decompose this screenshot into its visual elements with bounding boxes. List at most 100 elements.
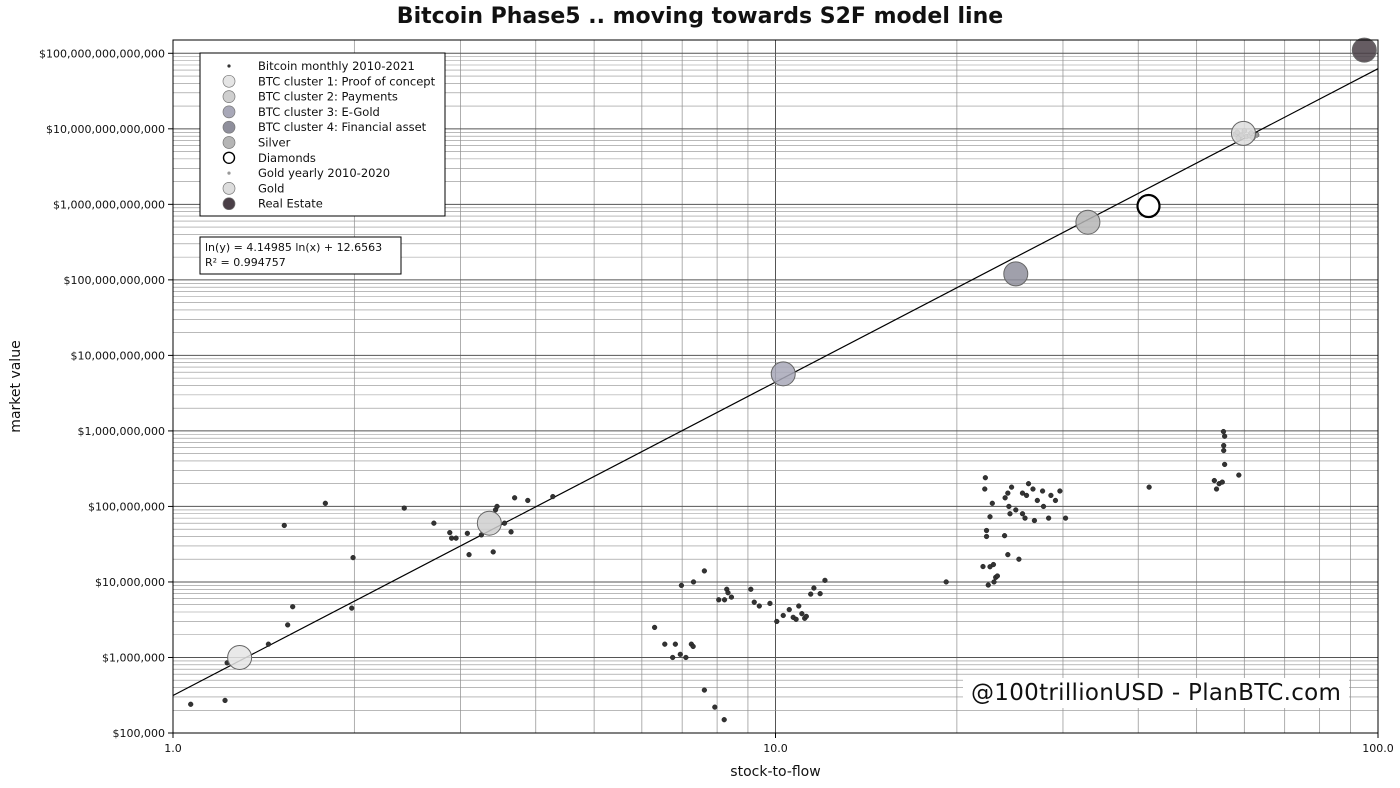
bitcoin-monthly-2010-2021-point — [1220, 428, 1227, 435]
bitcoin-monthly-2010-2021-point — [662, 641, 668, 647]
bitcoin-monthly-2010-2021-point — [1222, 433, 1228, 439]
regression-r2: R² = 0.994757 — [205, 256, 286, 269]
legend-entry: Diamonds — [258, 151, 316, 165]
x-tick-label: 100.0 — [1362, 742, 1394, 755]
bitcoin-monthly-2010-2021-point — [1236, 472, 1242, 478]
bitcoin-monthly-2010-2021-point — [725, 590, 731, 596]
bitcoin-monthly-2010-2021-point — [982, 475, 988, 481]
legend-entry: Gold — [258, 181, 284, 195]
bitcoin-monthly-2010-2021-point — [285, 622, 291, 628]
bitcoin-monthly-2010-2021-point — [983, 527, 990, 534]
y-axis-label: market value — [8, 340, 24, 432]
bitcoin-monthly-2010-2021-point — [721, 717, 727, 723]
bitcoin-monthly-2010-2021-point — [989, 500, 995, 506]
bitcoin-monthly-2010-2021-point — [281, 522, 287, 529]
legend-entry: Real Estate — [258, 197, 323, 211]
bitcoin-monthly-2010-2021-point — [466, 552, 472, 558]
y-tick-label: $100,000 — [113, 727, 166, 740]
legend-marker — [222, 151, 236, 165]
bitcoin-monthly-2010-2021-point — [796, 603, 802, 609]
x-tick-label: 10.0 — [763, 742, 788, 755]
y-tick-label: $10,000,000,000 — [71, 349, 165, 362]
regression-equation: ln(y) = 4.14985 ln(x) + 12.6563 — [205, 241, 382, 254]
legend-entry: BTC cluster 2: Payments — [258, 90, 398, 104]
btc-cluster-4-financial-asset-point — [1003, 261, 1029, 287]
bitcoin-monthly-2010-2021-point — [786, 607, 792, 613]
bitcoin-monthly-2010-2021-point — [1221, 447, 1227, 454]
bitcoin-monthly-2010-2021-point — [1048, 492, 1054, 498]
bitcoin-monthly-2010-2021-point — [990, 561, 997, 568]
bitcoin-monthly-2010-2021-point — [728, 594, 735, 600]
bitcoin-monthly-2010-2021-point — [767, 600, 773, 607]
bitcoin-monthly-2010-2021-point — [811, 585, 817, 591]
legend-marker — [222, 90, 236, 103]
bitcoin-monthly-2010-2021-point — [774, 618, 780, 625]
bitcoin-monthly-2010-2021-point — [748, 586, 754, 592]
legend-marker — [222, 182, 236, 195]
bitcoin-monthly-2010-2021-point — [1025, 481, 1032, 487]
bitcoin-monthly-2010-2021-point — [780, 612, 786, 619]
axis-ticks: 1.0 10.0 100.0 $100,000 $1,000,000 $10,000,00… — [39, 47, 1394, 755]
plot-frame — [172, 39, 1379, 734]
bitcoin-monthly-2010-2021-point — [670, 654, 676, 661]
bitcoin-monthly-2010-2021-point — [1040, 503, 1047, 510]
bitcoin-monthly-2010-2021-point — [188, 701, 194, 707]
bitcoin-monthly-2010-2021-point — [803, 613, 809, 619]
bitcoin-monthly-2010-2021-point — [1039, 488, 1046, 494]
silver-point — [1075, 209, 1101, 235]
bitcoin-monthly-2010-2021-point — [1006, 503, 1012, 510]
bitcoin-monthly-2010-2021-point — [672, 641, 678, 647]
bitcoin-monthly-2010-2021-point — [808, 591, 814, 597]
btc-cluster-2-payments-point — [476, 510, 502, 536]
bitcoin-monthly-2010-2021-point — [793, 616, 799, 622]
bitcoin-monthly-2010-2021-point — [1008, 484, 1015, 490]
bitcoin-monthly-2010-2021-point — [1211, 477, 1217, 484]
legend-frame — [199, 52, 446, 217]
legend-marker — [222, 120, 236, 134]
bitcoin-monthly-2010-2021-point — [1022, 515, 1028, 521]
bitcoin-monthly-2010-2021-point — [983, 533, 990, 540]
watermark: @100trillionUSD - PlanBTC.com — [963, 678, 1350, 708]
y-tick-label: $100,000,000,000,000 — [39, 47, 165, 60]
btc-cluster-3-e-gold-point — [770, 361, 796, 387]
bitcoin-monthly-2010-2021-point — [690, 579, 697, 585]
bitcoin-monthly-2010-2021-point — [1030, 486, 1036, 492]
bitcoin-monthly-2010-2021-point — [1019, 490, 1026, 496]
legend-marker — [222, 74, 236, 88]
bitcoin-monthly-2010-2021-point — [501, 520, 508, 526]
legend-entry: BTC cluster 1: Proof of concept — [258, 74, 436, 88]
legend-marker — [227, 64, 231, 68]
regression-equation-box: ln(y) = 4.14985 ln(x) + 12.6563 R² = 0.9… — [199, 236, 402, 275]
bitcoin-monthly-2010-2021-point — [980, 563, 986, 570]
bitcoin-monthly-2010-2021-point — [464, 530, 470, 536]
legend-marker — [222, 105, 236, 119]
equation-box-frame — [199, 236, 402, 275]
bitcoin-monthly-2010-2021-point — [222, 697, 228, 704]
x-axis-label: stock-to-flow — [730, 764, 820, 780]
y-tick-label: $10,000,000,000,000 — [46, 123, 165, 136]
y-tick-label: $10,000,000 — [95, 576, 165, 589]
gold-point — [1230, 120, 1256, 146]
legend-marker — [222, 136, 236, 149]
bitcoin-monthly-2010-2021-point — [677, 651, 683, 657]
legend-entry: Bitcoin monthly 2010-2021 — [258, 59, 415, 73]
legend-marker — [222, 197, 236, 211]
diamonds-point — [1136, 193, 1161, 219]
bitcoin-monthly-2010-2021-point — [453, 535, 459, 541]
bitcoin-monthly-2010-2021-point — [1219, 479, 1225, 485]
bitcoin-monthly-2010-2021-point — [982, 486, 988, 492]
bitcoin-monthly-2010-2021-point — [265, 641, 272, 647]
bitcoin-monthly-2010-2021-point — [1019, 511, 1026, 517]
bitcoin-monthly-2010-2021-point — [985, 582, 991, 588]
bitcoin-monthly-2010-2021-point — [1005, 490, 1011, 496]
bitcoin-monthly-2010-2021-point — [991, 579, 997, 585]
bitcoin-monthly-2010-2021-point — [1023, 492, 1030, 498]
bitcoin-monthly-2010-2021-point — [994, 573, 1000, 579]
y-tick-label: $1,000,000 — [102, 651, 165, 664]
y-tick-label: $1,000,000,000,000 — [53, 198, 165, 211]
bitcoin-monthly-2010-2021-point — [817, 591, 823, 597]
bitcoin-monthly-2010-2021-point — [1046, 515, 1052, 521]
bitcoin-monthly-2010-2021-point — [350, 555, 356, 561]
bitcoin-monthly-2010-2021-point — [508, 529, 514, 535]
bitcoin-monthly-2010-2021-point — [1001, 533, 1008, 539]
